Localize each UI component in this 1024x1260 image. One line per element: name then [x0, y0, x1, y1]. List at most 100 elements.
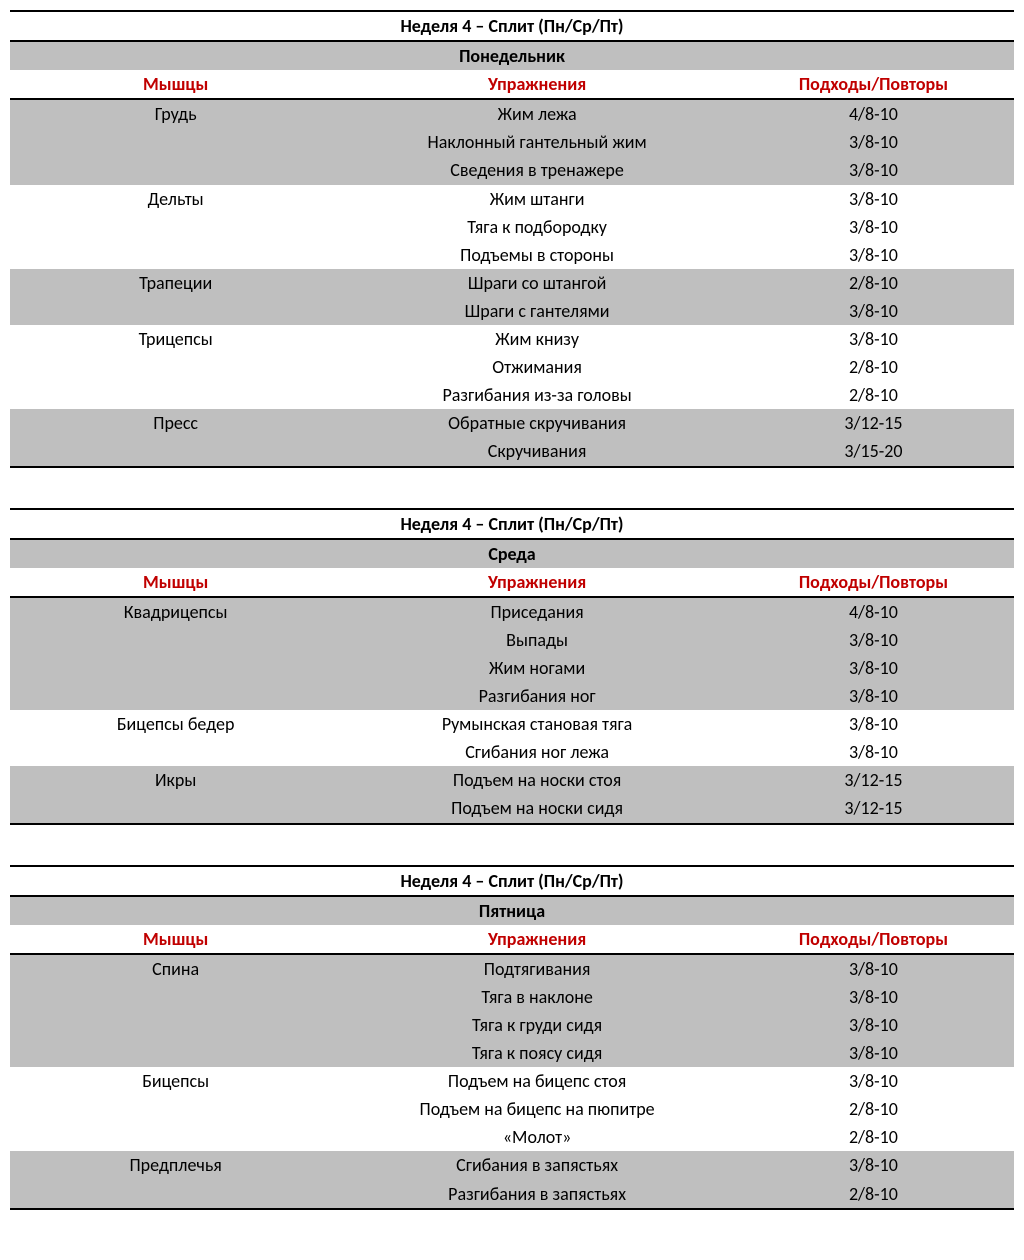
table-row: ТрицепсыЖим книзу3/8-10: [10, 325, 1014, 353]
table-row: ПредплечьяСгибания в запястьях3/8-10: [10, 1151, 1014, 1179]
table-row: Отжимания2/8-10: [10, 353, 1014, 381]
muscle-cell: [10, 626, 341, 654]
exercise-cell: Подъем на носки стоя: [341, 766, 733, 794]
table-row: Шраги с гантелями3/8-10: [10, 297, 1014, 325]
muscle-cell: [10, 1039, 341, 1067]
sets-cell: 2/8-10: [733, 1095, 1014, 1123]
table-title: Неделя 4 – Сплит (Пн/Ср/Пт): [10, 866, 1014, 896]
exercise-cell: Тяга в наклоне: [341, 983, 733, 1011]
exercise-cell: Подъем на бицепс стоя: [341, 1067, 733, 1095]
exercise-cell: Отжимания: [341, 353, 733, 381]
sets-cell: 3/8-10: [733, 983, 1014, 1011]
exercise-cell: Жим книзу: [341, 325, 733, 353]
table-row: Жим ногами3/8-10: [10, 654, 1014, 682]
table-row: Тяга к груди сидя3/8-10: [10, 1011, 1014, 1039]
column-header-exercises: Упражнения: [341, 70, 733, 99]
sets-cell: 3/8-10: [733, 156, 1014, 184]
table-row: Скручивания3/15-20: [10, 437, 1014, 466]
exercise-cell: Шраги со штангой: [341, 269, 733, 297]
sets-cell: 3/8-10: [733, 626, 1014, 654]
table-row: БицепсыПодъем на бицепс стоя3/8-10: [10, 1067, 1014, 1095]
muscle-cell: [10, 654, 341, 682]
sets-cell: 3/8-10: [733, 1039, 1014, 1067]
sets-cell: 3/8-10: [733, 1151, 1014, 1179]
table-row: ГрудьЖим лежа4/8-10: [10, 99, 1014, 128]
table-title: Неделя 4 – Сплит (Пн/Ср/Пт): [10, 509, 1014, 539]
column-header-muscles: Мышцы: [10, 70, 341, 99]
workout-table: Неделя 4 – Сплит (Пн/Ср/Пт)ПонедельникМы…: [10, 10, 1014, 468]
sets-cell: 3/8-10: [733, 654, 1014, 682]
muscle-cell: Спина: [10, 954, 341, 983]
muscle-cell: [10, 1011, 341, 1039]
table-row: ТрапецииШраги со штангой2/8-10: [10, 269, 1014, 297]
workout-table: Неделя 4 – Сплит (Пн/Ср/Пт)СредаМышцыУпр…: [10, 508, 1014, 825]
table-row: Бицепсы бедерРумынская становая тяга3/8-…: [10, 710, 1014, 738]
exercise-cell: Подъемы в стороны: [341, 241, 733, 269]
muscle-cell: [10, 241, 341, 269]
table-title: Неделя 4 – Сплит (Пн/Ср/Пт): [10, 11, 1014, 41]
muscle-cell: [10, 1180, 341, 1209]
column-header-muscles: Мышцы: [10, 568, 341, 597]
exercise-cell: Наклонный гантельный жим: [341, 128, 733, 156]
sets-cell: 3/8-10: [733, 213, 1014, 241]
exercise-cell: Сгибания в запястьях: [341, 1151, 733, 1179]
muscle-cell: Предплечья: [10, 1151, 341, 1179]
day-label: Среда: [10, 539, 1014, 568]
sets-cell: 3/8-10: [733, 1067, 1014, 1095]
exercise-cell: Жим штанги: [341, 185, 733, 213]
muscle-cell: [10, 437, 341, 466]
muscle-cell: Квадрицепсы: [10, 597, 341, 626]
sets-cell: 2/8-10: [733, 1180, 1014, 1209]
exercise-cell: Подъем на бицепс на пюпитре: [341, 1095, 733, 1123]
muscle-cell: [10, 1095, 341, 1123]
muscle-cell: [10, 682, 341, 710]
muscle-cell: [10, 297, 341, 325]
workout-table: Неделя 4 – Сплит (Пн/Ср/Пт)ПятницаМышцыУ…: [10, 865, 1014, 1210]
exercise-cell: Тяга к поясу сидя: [341, 1039, 733, 1067]
exercise-cell: Тяга к подбородку: [341, 213, 733, 241]
sets-cell: 3/15-20: [733, 437, 1014, 466]
table-row: ПрессОбратные скручивания3/12-15: [10, 409, 1014, 437]
column-header-muscles: Мышцы: [10, 925, 341, 954]
table-row: ИкрыПодъем на носки стоя3/12-15: [10, 766, 1014, 794]
exercise-cell: Жим ногами: [341, 654, 733, 682]
table-row: ДельтыЖим штанги3/8-10: [10, 185, 1014, 213]
exercise-cell: Сгибания ног лежа: [341, 738, 733, 766]
table-row: Тяга к поясу сидя3/8-10: [10, 1039, 1014, 1067]
exercise-cell: Обратные скручивания: [341, 409, 733, 437]
exercise-cell: Разгибания из-за головы: [341, 381, 733, 409]
muscle-cell: Пресс: [10, 409, 341, 437]
sets-cell: 3/8-10: [733, 241, 1014, 269]
sets-cell: 4/8-10: [733, 597, 1014, 626]
table-row: Сгибания ног лежа3/8-10: [10, 738, 1014, 766]
sets-cell: 3/8-10: [733, 682, 1014, 710]
exercise-cell: Приседания: [341, 597, 733, 626]
sets-cell: 2/8-10: [733, 381, 1014, 409]
muscle-cell: [10, 213, 341, 241]
sets-cell: 3/12-15: [733, 409, 1014, 437]
column-header-sets: Подходы/Повторы: [733, 70, 1014, 99]
sets-cell: 4/8-10: [733, 99, 1014, 128]
day-label: Пятница: [10, 896, 1014, 925]
sets-cell: 3/12-15: [733, 766, 1014, 794]
table-row: Выпады3/8-10: [10, 626, 1014, 654]
table-row: Подъемы в стороны3/8-10: [10, 241, 1014, 269]
exercise-cell: Разгибания ног: [341, 682, 733, 710]
muscle-cell: Грудь: [10, 99, 341, 128]
table-row: Тяга к подбородку3/8-10: [10, 213, 1014, 241]
column-header-sets: Подходы/Повторы: [733, 925, 1014, 954]
exercise-cell: Жим лежа: [341, 99, 733, 128]
table-row: СпинаПодтягивания3/8-10: [10, 954, 1014, 983]
sets-cell: 3/8-10: [733, 297, 1014, 325]
table-row: «Молот»2/8-10: [10, 1123, 1014, 1151]
sets-cell: 3/12-15: [733, 794, 1014, 823]
sets-cell: 3/8-10: [733, 325, 1014, 353]
table-row: Подъем на носки сидя3/12-15: [10, 794, 1014, 823]
exercise-cell: Подтягивания: [341, 954, 733, 983]
sets-cell: 3/8-10: [733, 738, 1014, 766]
sets-cell: 3/8-10: [733, 185, 1014, 213]
muscle-cell: [10, 1123, 341, 1151]
table-row: КвадрицепсыПриседания4/8-10: [10, 597, 1014, 626]
workout-tables-container: Неделя 4 – Сплит (Пн/Ср/Пт)ПонедельникМы…: [10, 10, 1014, 1210]
exercise-cell: Шраги с гантелями: [341, 297, 733, 325]
